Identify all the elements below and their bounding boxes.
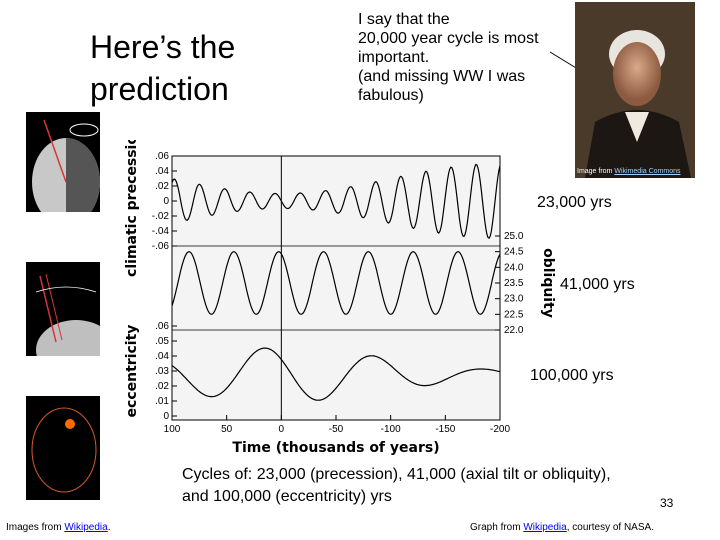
- wikipedia-link[interactable]: Wikipedia: [523, 522, 567, 533]
- eccentricity-orbit-image: [26, 396, 100, 500]
- x-tick-label: -150: [435, 424, 455, 435]
- obliquity-globe-image: [26, 262, 100, 356]
- quote-line: 20,000 year cycle is most: [358, 30, 539, 47]
- summary-line-1: Cycles of: 23,000 (precession), 41,000 (…: [182, 466, 611, 483]
- y-tick-label: .04: [155, 351, 169, 362]
- precession-globe-image: [26, 112, 100, 212]
- y-tick-label: 24.5: [504, 247, 524, 258]
- footer-left-prefix: Images from: [6, 522, 65, 533]
- series-line-obliquity: [171, 251, 501, 315]
- y-tick-label: .06: [155, 321, 169, 332]
- globe-icon: [26, 112, 100, 212]
- portrait-image: [575, 2, 695, 178]
- summary-line-2: and 100,000 (eccentricity) yrs: [182, 488, 392, 505]
- orbit-icon: [26, 396, 100, 500]
- quote-line: I say that the: [358, 11, 450, 28]
- y-tick-label: 23.0: [504, 294, 524, 305]
- milankovitch-chart: .06 .04 .02 0 -.02 -.04 -.06 climatic precessio…: [124, 140, 556, 456]
- y-axis-label: obliquity: [540, 248, 556, 318]
- footer-left-credit: Images from Wikipedia.: [6, 522, 111, 533]
- y-tick-label: -.04: [152, 226, 170, 237]
- cycles-summary: Cycles of: 23,000 (precession), 41,000 (…: [182, 464, 662, 508]
- quote-line: (and missing WW I was: [358, 68, 526, 85]
- y-axis-label: eccentricity: [124, 325, 140, 418]
- wikipedia-link[interactable]: Wikipedia: [64, 522, 108, 533]
- tilted-globe-icon: [26, 262, 100, 356]
- quote-text: I say that the 20,000 year cycle is most…: [358, 10, 578, 105]
- slide-title: Here’s the prediction: [90, 26, 235, 110]
- x-tick-label: -200: [490, 424, 510, 435]
- x-tick-label: -100: [381, 424, 401, 435]
- title-line-1: Here’s the: [90, 29, 236, 65]
- y-tick-label: .06: [155, 151, 169, 162]
- wikimedia-link[interactable]: Wikimedia Commons: [614, 168, 681, 175]
- y-tick-label: .04: [155, 166, 169, 177]
- series-line-eccentricity: [171, 347, 501, 401]
- footer-left-suffix: .: [107, 522, 111, 533]
- y-tick-label: .02: [155, 381, 169, 392]
- portrait-credit: Image from Wikimedia Commons: [577, 168, 680, 175]
- page-number: 33: [660, 496, 674, 510]
- x-tick-label: 0: [279, 424, 285, 435]
- cycle-label-eccentricity: 100,000 yrs: [530, 367, 614, 384]
- y-axis-label: climatic precession: [124, 140, 140, 277]
- title-line-2: prediction: [90, 71, 229, 107]
- portrait-photo: Image from Wikimedia Commons: [575, 2, 695, 178]
- y-tick-label: .02: [155, 181, 169, 192]
- footer-right-prefix: Graph from: [470, 522, 524, 533]
- y-tick-label: -.06: [152, 241, 170, 252]
- x-tick-label: 50: [221, 424, 233, 435]
- y-tick-label: 22.0: [504, 325, 524, 336]
- y-tick-label: 0: [163, 411, 169, 422]
- y-tick-label: .03: [155, 366, 169, 377]
- y-tick-label: 25.0: [504, 231, 524, 242]
- y-tick-label: 22.5: [504, 309, 524, 320]
- x-tick-label: -50: [329, 424, 344, 435]
- y-tick-label: .05: [155, 336, 169, 347]
- y-tick-label: -.02: [152, 211, 170, 222]
- y-tick-label: 24.0: [504, 262, 524, 273]
- y-tick-label: .01: [155, 396, 169, 407]
- cycle-label-precession: 23,000 yrs: [537, 194, 612, 211]
- credit-prefix: Image from: [577, 168, 615, 175]
- y-tick-label: 23.5: [504, 278, 524, 289]
- footer-right-credit: Graph from Wikipedia, courtesy of NASA.: [470, 522, 654, 533]
- quote-line: important.: [358, 49, 430, 66]
- y-tick-label: 0: [163, 196, 169, 207]
- quote-line: fabulous): [358, 87, 424, 104]
- footer-right-suffix: , courtesy of NASA.: [566, 522, 654, 533]
- x-axis-label: Time (thousands of years): [232, 440, 439, 456]
- x-tick-label: 100: [164, 424, 181, 435]
- cycle-label-obliquity: 41,000 yrs: [560, 276, 635, 293]
- series-line-climatic-precession: [171, 163, 501, 240]
